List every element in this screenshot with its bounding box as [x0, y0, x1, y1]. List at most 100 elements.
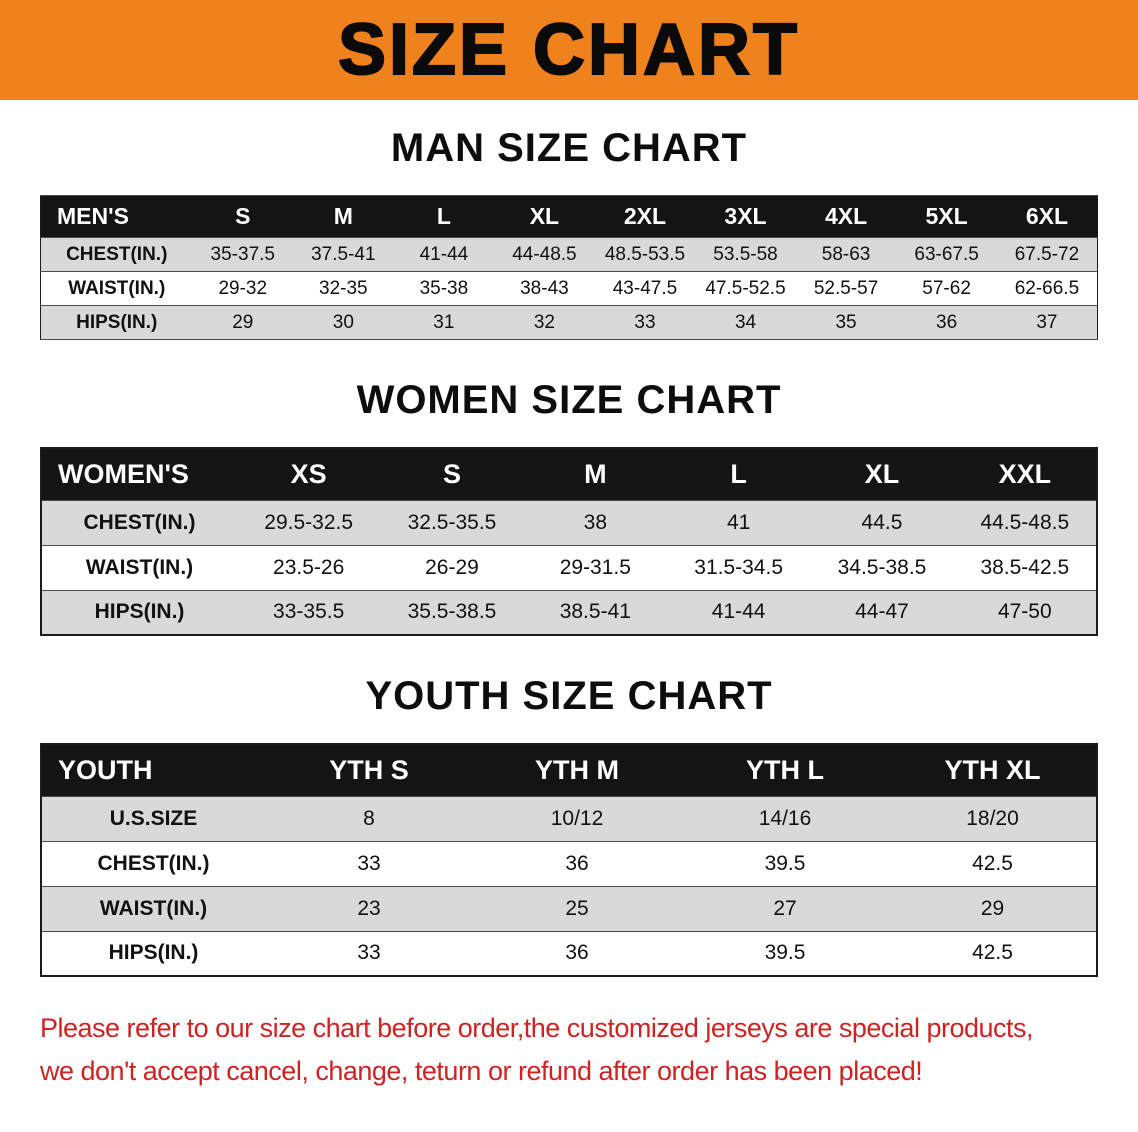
- size-header-cell: M: [293, 195, 394, 238]
- measure-value-cell: 39.5: [681, 930, 889, 977]
- disclaimer-line-2: we don't accept cancel, change, teturn o…: [40, 1056, 923, 1086]
- measure-value-cell: 39.5: [681, 840, 889, 887]
- size-header-cell: 6XL: [996, 195, 1098, 238]
- measure-label-cell: WAIST(IN.): [41, 885, 265, 932]
- measure-value-cell: 32-35: [293, 271, 394, 306]
- measure-value-cell: 58-63: [795, 237, 897, 272]
- measure-value-cell: 26-29: [380, 544, 524, 591]
- table-row: WAIST(IN.) 23.5-26 26-29 29-31.5 31.5-34.5 34…: [41, 544, 1097, 591]
- youth-size-section: YOUTH SIZE CHART YOUTH YTH S YTH M YTH L YTH…: [0, 674, 1138, 977]
- measure-value-cell: 33: [594, 305, 696, 340]
- measure-label-cell: U.S.SIZE: [41, 795, 265, 842]
- size-header-cell: YTH XL: [889, 743, 1097, 797]
- youth-section-heading: YOUTH SIZE CHART: [365, 674, 773, 718]
- measure-value-cell: 41-44: [393, 237, 495, 272]
- measure-value-cell: 23: [265, 885, 473, 932]
- measure-value-cell: 29-32: [192, 271, 294, 306]
- table-title-cell: MEN'S: [40, 195, 193, 238]
- measure-value-cell: 23.5-26: [237, 544, 381, 591]
- disclaimer-note: Please refer to our size chart before or…: [40, 1007, 1138, 1093]
- measure-value-cell: 34: [695, 305, 796, 340]
- women-size-section: WOMEN SIZE CHART WOMEN'S XS S M L XL XXL CHEST(…: [0, 378, 1138, 636]
- size-header-cell: 2XL: [594, 195, 696, 238]
- measure-value-cell: 35: [795, 305, 897, 340]
- measure-value-cell: 47-50: [953, 589, 1097, 636]
- measure-value-cell: 42.5: [889, 840, 1097, 887]
- measure-value-cell: 36: [473, 930, 681, 977]
- size-header-cell: XL: [810, 447, 954, 501]
- measure-label-cell: CHEST(IN.): [41, 499, 237, 546]
- measure-value-cell: 62-66.5: [996, 271, 1098, 306]
- size-header-cell: YTH L: [681, 743, 889, 797]
- measure-label-cell: HIPS(IN.): [41, 930, 265, 977]
- table-row: CHEST(IN.) 35-37.5 37.5-41 41-44 44-48.5 48.5…: [40, 237, 1098, 272]
- measure-value-cell: 29-31.5: [523, 544, 667, 591]
- size-header-cell: 4XL: [795, 195, 897, 238]
- measure-value-cell: 36: [896, 305, 997, 340]
- measure-value-cell: 35-37.5: [192, 237, 294, 272]
- men-size-section: MAN SIZE CHART MEN'S S M L XL 2XL 3XL 4XL 5XL 6XL…: [0, 126, 1138, 340]
- measure-label-cell: WAIST(IN.): [40, 271, 193, 306]
- measure-value-cell: 38-43: [494, 271, 595, 306]
- size-header-cell: L: [666, 447, 811, 501]
- measure-value-cell: 44-48.5: [494, 237, 595, 272]
- table-header-row: WOMEN'S XS S M L XL XXL: [41, 447, 1097, 501]
- measure-value-cell: 27: [681, 885, 889, 932]
- measure-value-cell: 37: [996, 305, 1098, 340]
- men-section-heading: MAN SIZE CHART: [390, 126, 748, 170]
- measure-value-cell: 41-44: [666, 589, 811, 636]
- measure-label-cell: CHEST(IN.): [41, 840, 265, 887]
- size-chart-banner: SIZE CHART: [0, 0, 1138, 100]
- measure-value-cell: 41: [666, 499, 811, 546]
- size-header-cell: M: [523, 447, 667, 501]
- disclaimer-line-1: Please refer to our size chart before or…: [40, 1013, 1034, 1043]
- table-row: WAIST(IN.) 23 25 27 29: [41, 885, 1097, 932]
- women-section-heading: WOMEN SIZE CHART: [356, 378, 782, 422]
- measure-value-cell: 33-35.5: [237, 589, 381, 636]
- measure-value-cell: 14/16: [681, 795, 889, 842]
- size-header-cell: XS: [237, 447, 381, 501]
- measure-value-cell: 48.5-53.5: [594, 237, 696, 272]
- measure-value-cell: 44-47: [810, 589, 954, 636]
- measure-value-cell: 29: [192, 305, 294, 340]
- measure-value-cell: 52.5-57: [795, 271, 897, 306]
- measure-value-cell: 67.5-72: [996, 237, 1098, 272]
- measure-value-cell: 31: [393, 305, 495, 340]
- size-header-cell: S: [380, 447, 524, 501]
- table-title-cell: YOUTH: [41, 743, 265, 797]
- measure-value-cell: 10/12: [473, 795, 681, 842]
- measure-value-cell: 8: [265, 795, 473, 842]
- measure-value-cell: 34.5-38.5: [810, 544, 954, 591]
- banner-title: SIZE CHART: [337, 9, 800, 91]
- measure-value-cell: 38.5-42.5: [953, 544, 1097, 591]
- measure-value-cell: 32.5-35.5: [380, 499, 524, 546]
- measure-value-cell: 29.5-32.5: [237, 499, 381, 546]
- table-row: U.S.SIZE 8 10/12 14/16 18/20: [41, 795, 1097, 842]
- size-header-cell: XXL: [953, 447, 1097, 501]
- measure-value-cell: 44.5-48.5: [953, 499, 1097, 546]
- women-size-table: WOMEN'S XS S M L XL XXL CHEST(IN.) 29.5-32.5 32.5…: [40, 447, 1098, 636]
- measure-value-cell: 31.5-34.5: [666, 544, 811, 591]
- measure-value-cell: 43-47.5: [594, 271, 696, 306]
- measure-value-cell: 42.5: [889, 930, 1097, 977]
- measure-value-cell: 18/20: [889, 795, 1097, 842]
- measure-value-cell: 33: [265, 840, 473, 887]
- size-header-cell: XL: [494, 195, 595, 238]
- measure-label-cell: CHEST(IN.): [40, 237, 193, 272]
- measure-value-cell: 38.5-41: [523, 589, 667, 636]
- size-header-cell: L: [393, 195, 495, 238]
- table-row: CHEST(IN.) 33 36 39.5 42.5: [41, 840, 1097, 887]
- size-header-cell: 3XL: [695, 195, 796, 238]
- table-title-cell: WOMEN'S: [41, 447, 237, 501]
- table-row: HIPS(IN.) 33-35.5 35.5-38.5 38.5-41 41-44 44-…: [41, 589, 1097, 636]
- measure-value-cell: 29: [889, 885, 1097, 932]
- table-row: CHEST(IN.) 29.5-32.5 32.5-35.5 38 41 44.5 44.5…: [41, 499, 1097, 546]
- table-row: WAIST(IN.) 29-32 32-35 35-38 38-43 43-47.5 47.…: [40, 271, 1098, 306]
- size-header-cell: 5XL: [896, 195, 997, 238]
- measure-value-cell: 53.5-58: [695, 237, 796, 272]
- measure-value-cell: 47.5-52.5: [695, 271, 796, 306]
- measure-label-cell: HIPS(IN.): [41, 589, 237, 636]
- measure-value-cell: 44.5: [810, 499, 954, 546]
- men-size-table: MEN'S S M L XL 2XL 3XL 4XL 5XL 6XL CHEST(IN.) 35-37…: [40, 195, 1098, 340]
- table-row: HIPS(IN.) 33 36 39.5 42.5: [41, 930, 1097, 977]
